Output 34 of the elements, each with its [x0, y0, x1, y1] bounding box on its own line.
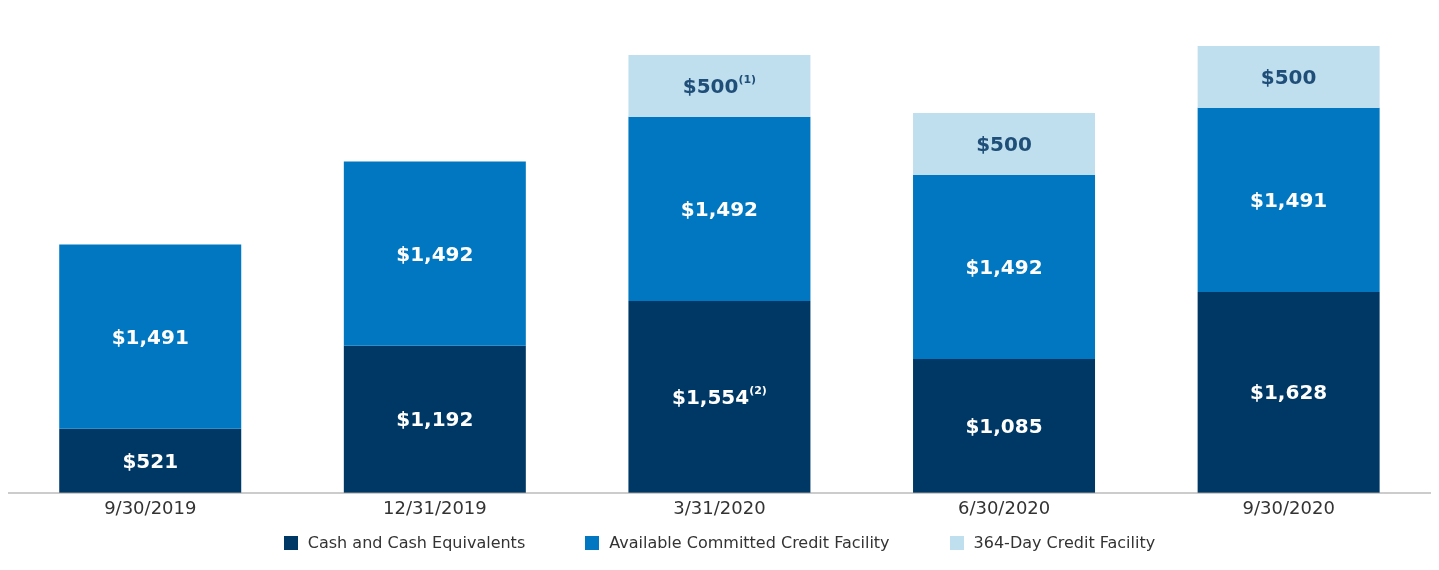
bar [628, 55, 811, 117]
legend-label: Cash and Cash Equivalents [307, 533, 526, 552]
data-label: $1,492 [680, 196, 759, 221]
data-label: $500 [1260, 64, 1317, 89]
bar [913, 358, 1096, 493]
x-tick-label: 9/30/2019 [104, 496, 197, 518]
data-label: $1,628 [1250, 380, 1328, 405]
legend-label: Available Committed Credit Facility [609, 533, 890, 552]
bar [59, 428, 242, 493]
x-tick-label: 12/31/2019 [383, 496, 487, 518]
data-label: $1,192 [396, 407, 474, 432]
data-label: $1,554$^{(2)}$ [671, 384, 767, 410]
data-label: $521 [122, 448, 179, 473]
data-label: $1,492 [396, 241, 474, 266]
bar [913, 174, 1096, 359]
bar [1197, 46, 1380, 108]
data-label: $1,491 [1250, 187, 1328, 212]
bar [1197, 291, 1380, 493]
data-label: $500 [976, 131, 1032, 156]
bar [1197, 107, 1380, 292]
x-tick-label: 9/30/2020 [1242, 496, 1335, 518]
bar [628, 116, 811, 302]
data-label: $1,492 [965, 254, 1043, 279]
bar [628, 301, 811, 493]
bar [59, 244, 242, 429]
legend-label: 364-Day Credit Facility [973, 533, 1156, 552]
x-tick-label: 6/30/2020 [957, 496, 1051, 518]
bar [913, 112, 1096, 175]
data-label: $1,085 [965, 413, 1043, 438]
data-label: $500$^{(1)}$ [682, 72, 757, 98]
data-label: $1,491 [111, 324, 189, 349]
bar [343, 345, 526, 493]
bar [343, 161, 526, 346]
x-tick-label: 3/31/2020 [673, 496, 766, 518]
